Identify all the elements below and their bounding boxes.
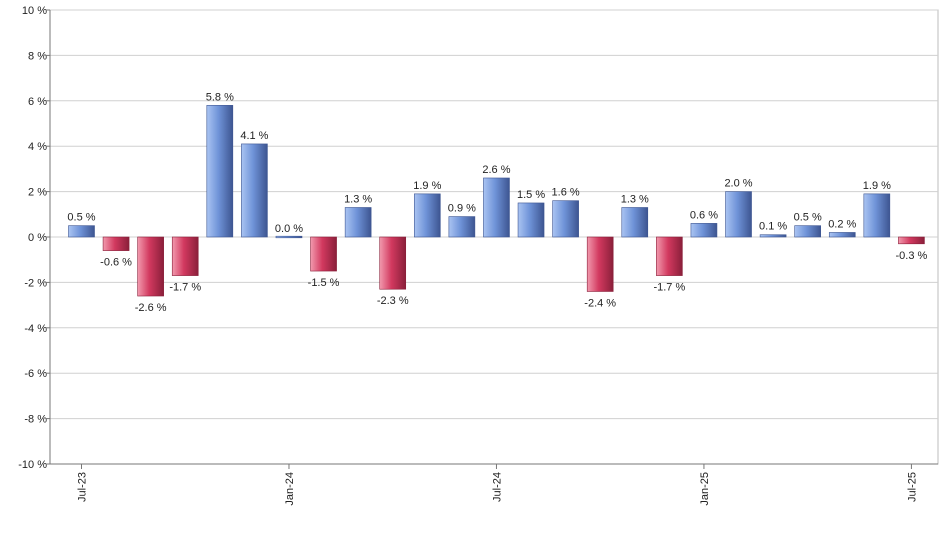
bar bbox=[171, 236, 199, 276]
data-label: 0.0 % bbox=[275, 223, 303, 235]
data-label: 0.5 % bbox=[67, 212, 95, 224]
data-label: 2.0 % bbox=[724, 178, 752, 190]
y-axis-tick-labels: 10 % 8 % 6 % 4 % 2 % 0 % -2 % -4 % -6 % -8 % -10 % bbox=[18, 5, 47, 471]
bar bbox=[794, 225, 821, 238]
y-tick-label: -4 % bbox=[24, 323, 47, 335]
bar bbox=[448, 216, 476, 238]
bar bbox=[310, 236, 337, 272]
bar bbox=[483, 177, 510, 238]
bar bbox=[102, 236, 130, 251]
x-axis-tick-labels: Jul-23 Jan-24 Jul-24 Jan-25 Jul-25 bbox=[77, 472, 919, 506]
y-tick-label: 2 % bbox=[28, 187, 47, 199]
bar bbox=[552, 200, 579, 238]
data-label: -2.3 % bbox=[377, 295, 409, 307]
x-tick-label: Jan-24 bbox=[284, 472, 296, 506]
data-labels: 0.5 %-0.6 %-2.6 %-1.7 %5.8 %4.1 %0.0 %-1… bbox=[67, 91, 927, 314]
data-label: -0.3 % bbox=[896, 250, 928, 262]
bar bbox=[759, 234, 787, 238]
data-label: 1.9 % bbox=[863, 180, 891, 192]
data-label: -1.7 % bbox=[169, 282, 201, 294]
axes bbox=[46, 9, 938, 469]
y-tick-label: -2 % bbox=[24, 277, 47, 289]
y-tick-label: 8 % bbox=[28, 50, 47, 62]
data-label: 0.5 % bbox=[794, 212, 822, 224]
bar bbox=[690, 223, 718, 238]
bar bbox=[656, 236, 683, 276]
bar bbox=[828, 232, 856, 238]
y-tick-label: 4 % bbox=[28, 141, 47, 153]
bar bbox=[621, 207, 649, 238]
data-label: 1.3 % bbox=[621, 193, 649, 205]
data-label: 1.6 % bbox=[552, 187, 580, 199]
bars bbox=[68, 105, 925, 297]
x-tick-label: Jul-25 bbox=[906, 472, 918, 502]
data-label: -1.7 % bbox=[653, 282, 685, 294]
data-label: 0.2 % bbox=[828, 218, 856, 230]
bar bbox=[206, 105, 234, 238]
data-label: -0.6 % bbox=[100, 257, 132, 269]
data-label: 0.1 % bbox=[759, 221, 787, 233]
bar bbox=[413, 193, 441, 238]
data-label: 0.6 % bbox=[690, 209, 718, 221]
x-tick-label: Jul-24 bbox=[491, 472, 503, 502]
y-tick-label: -8 % bbox=[24, 414, 47, 426]
data-label: -2.6 % bbox=[135, 302, 167, 314]
y-tick-label: 10 % bbox=[22, 5, 47, 17]
data-label: 1.9 % bbox=[413, 180, 441, 192]
bar bbox=[898, 236, 925, 245]
bar bbox=[379, 236, 407, 290]
bar bbox=[586, 236, 614, 292]
x-tick-label: Jan-25 bbox=[699, 472, 711, 506]
bar bbox=[863, 193, 891, 238]
data-label: 1.5 % bbox=[517, 189, 545, 201]
data-label: 5.8 % bbox=[206, 91, 234, 103]
bar bbox=[725, 191, 752, 238]
bar bbox=[68, 225, 95, 238]
data-label: -2.4 % bbox=[584, 297, 616, 309]
y-tick-label: -10 % bbox=[18, 459, 47, 471]
bar bbox=[275, 235, 303, 239]
y-tick-label: 0 % bbox=[28, 232, 47, 244]
y-tick-label: 6 % bbox=[28, 96, 47, 108]
x-tick-label: Jul-23 bbox=[77, 472, 89, 502]
data-label: 0.9 % bbox=[448, 203, 476, 215]
data-label: 2.6 % bbox=[482, 164, 510, 176]
bar bbox=[241, 143, 268, 238]
bar bbox=[137, 236, 164, 297]
y-tick-label: -6 % bbox=[24, 368, 47, 380]
data-label: 4.1 % bbox=[240, 130, 268, 142]
data-label: -1.5 % bbox=[308, 277, 340, 289]
bar bbox=[517, 202, 545, 238]
data-label: 1.3 % bbox=[344, 193, 372, 205]
bar bbox=[344, 207, 372, 238]
